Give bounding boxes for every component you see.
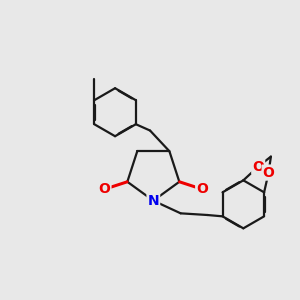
Text: O: O bbox=[196, 182, 208, 196]
Text: O: O bbox=[99, 182, 110, 196]
Text: N: N bbox=[148, 194, 159, 208]
Text: O: O bbox=[252, 160, 264, 174]
Text: O: O bbox=[263, 166, 274, 180]
